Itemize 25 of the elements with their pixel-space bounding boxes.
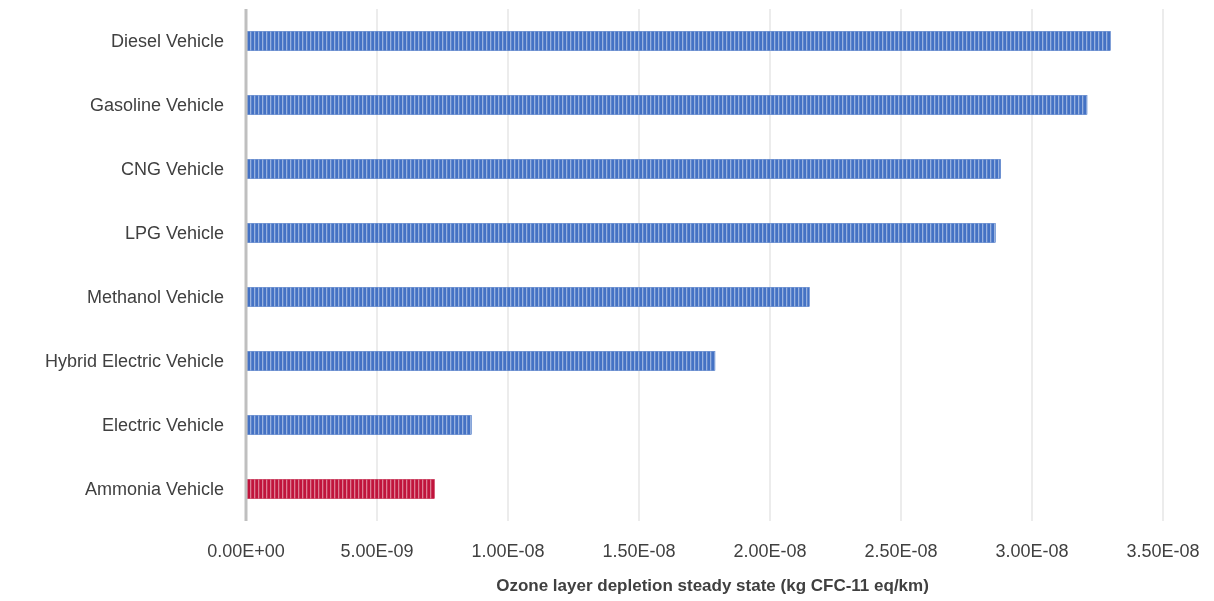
x-tick-label: 2.00E-08	[733, 541, 807, 561]
bar	[245, 351, 716, 371]
bar	[245, 223, 996, 243]
y-tick-label: Hybrid Electric Vehicle	[44, 351, 224, 372]
y-tick-label: Electric Vehicle	[101, 415, 224, 436]
x-axis-title: Ozone layer depletion steady state (kg CFC-11 eq/km)	[496, 576, 929, 595]
x-tick-label: 2.50E-08	[864, 541, 938, 561]
y-tick-label: CNG Vehicle	[120, 159, 224, 180]
x-tick-label: 3.00E-08	[995, 541, 1069, 561]
x-tick-label: 1.00E-08	[471, 541, 545, 561]
y-tick-label: LPG Vehicle	[124, 223, 224, 244]
x-tick-label: 3.50E-08	[1126, 541, 1200, 561]
bar	[245, 159, 1001, 179]
bar	[245, 415, 472, 435]
y-tick-label: Ammonia Vehicle	[84, 479, 224, 500]
bar	[245, 95, 1088, 115]
bar	[245, 479, 435, 499]
y-tick-label: Diesel Vehicle	[110, 31, 224, 52]
x-tick-label: 1.50E-08	[602, 541, 676, 561]
y-tick-label: Gasoline Vehicle	[89, 95, 224, 116]
bar	[245, 287, 810, 307]
y-tick-label: Methanol Vehicle	[86, 287, 224, 308]
x-tick-label: 5.00E-09	[340, 541, 414, 561]
bar	[245, 31, 1111, 51]
x-tick-label: 0.00E+00	[207, 541, 285, 561]
